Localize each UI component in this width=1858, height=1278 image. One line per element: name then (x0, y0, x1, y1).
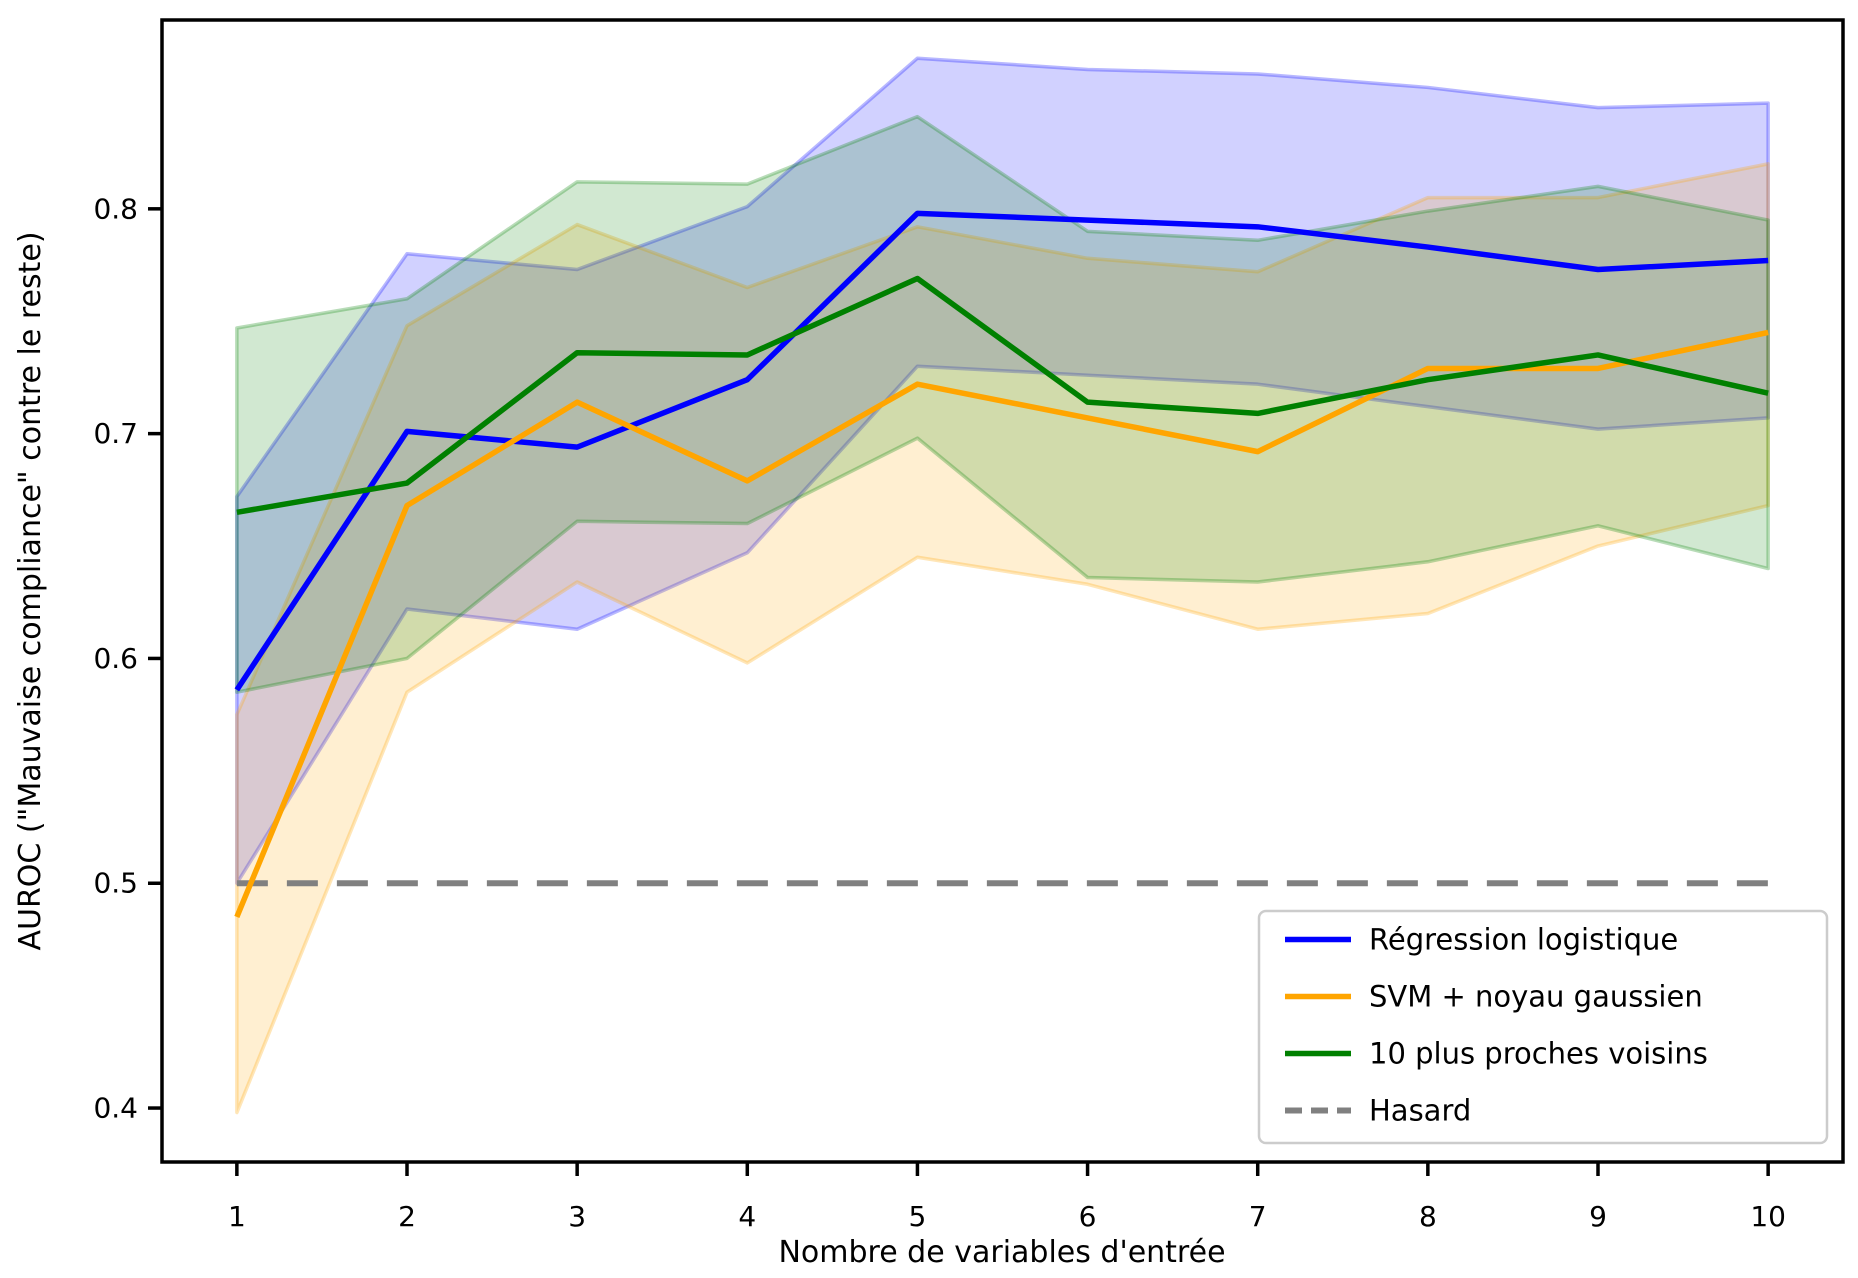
legend-item-label-0: Régression logistique (1369, 923, 1678, 957)
plot-frame (160, 18, 1845, 1164)
series-line-10-plus-proches-voisins (236, 275, 1769, 516)
x-tick-label-9: 9 (1589, 1200, 1607, 1233)
x-tick-label-5: 5 (909, 1200, 927, 1233)
y-tick-label-0.7: 0.7 (93, 417, 138, 450)
data-lines (234, 210, 1769, 919)
x-tick-label-10: 10 (1750, 1200, 1786, 1233)
legend-item-label-2: 10 plus proches voisins (1369, 1037, 1708, 1071)
axes (160, 18, 1845, 1164)
legend-item-label-3: Hasard (1369, 1094, 1471, 1128)
y-tick-label-0.5: 0.5 (93, 867, 138, 900)
y-axis-label: AUROC ("Mauvaise compliance" contre le r… (13, 231, 48, 950)
y-tick-label-0.8: 0.8 (93, 192, 138, 225)
x-tick-label-6: 6 (1079, 1200, 1097, 1233)
x-tick-label-8: 8 (1419, 1200, 1437, 1233)
tick-marks-and-labels: 1 2 3 4 5 6 7 8 9 10 0.4 0.5 0.6 0.7 0.8 (93, 192, 1785, 1232)
confidence-band-0 (235, 56, 1770, 885)
legend-item-label-1: SVM + noyau gaussien (1369, 980, 1703, 1014)
y-tick-label-0.6: 0.6 (93, 642, 138, 675)
x-tick-label-7: 7 (1249, 1200, 1267, 1233)
series-line-régression-logistique (234, 210, 1769, 692)
confidence-bands (235, 56, 1770, 1115)
x-tick-label-1: 1 (228, 1200, 246, 1233)
x-tick-label-3: 3 (568, 1200, 586, 1233)
legend: Régression logistique SVM + noyau gaussie… (1257, 909, 1829, 1145)
x-tick-label-2: 2 (398, 1200, 416, 1233)
y-tick-label-0.4: 0.4 (93, 1092, 138, 1125)
confidence-band-2 (235, 114, 1770, 694)
x-axis-label: Nombre de variables d'entrée (778, 1235, 1225, 1270)
confidence-band-1 (235, 162, 1770, 1115)
legend-frame (1257, 909, 1829, 1145)
x-tick-label-4: 4 (738, 1200, 756, 1233)
